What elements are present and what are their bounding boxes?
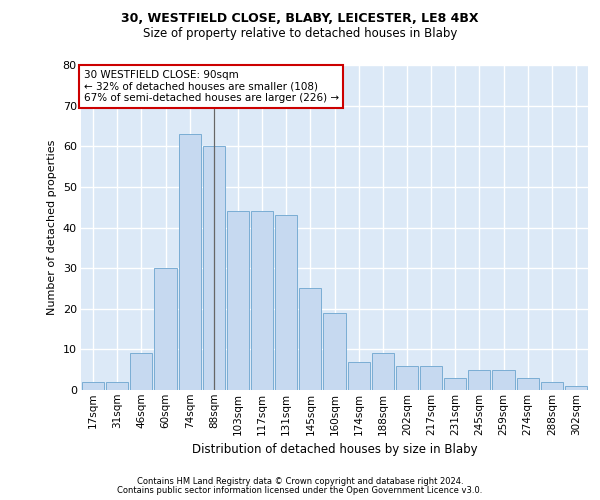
Bar — [517, 378, 539, 390]
Bar — [251, 211, 273, 390]
Bar — [323, 313, 346, 390]
Text: Contains public sector information licensed under the Open Government Licence v3: Contains public sector information licen… — [118, 486, 482, 495]
Bar — [371, 354, 394, 390]
Text: Size of property relative to detached houses in Blaby: Size of property relative to detached ho… — [143, 28, 457, 40]
Bar — [396, 366, 418, 390]
Bar — [227, 211, 249, 390]
Text: 30 WESTFIELD CLOSE: 90sqm
← 32% of detached houses are smaller (108)
67% of semi: 30 WESTFIELD CLOSE: 90sqm ← 32% of detac… — [83, 70, 338, 103]
Bar — [130, 354, 152, 390]
Bar — [299, 288, 322, 390]
Bar — [541, 382, 563, 390]
Bar — [82, 382, 104, 390]
Bar — [275, 216, 298, 390]
Bar — [493, 370, 515, 390]
Bar — [444, 378, 466, 390]
X-axis label: Distribution of detached houses by size in Blaby: Distribution of detached houses by size … — [191, 443, 478, 456]
Bar — [420, 366, 442, 390]
Bar — [565, 386, 587, 390]
Bar — [179, 134, 201, 390]
Text: Contains HM Land Registry data © Crown copyright and database right 2024.: Contains HM Land Registry data © Crown c… — [137, 477, 463, 486]
Bar — [468, 370, 490, 390]
Bar — [203, 146, 225, 390]
Y-axis label: Number of detached properties: Number of detached properties — [47, 140, 57, 315]
Text: 30, WESTFIELD CLOSE, BLABY, LEICESTER, LE8 4BX: 30, WESTFIELD CLOSE, BLABY, LEICESTER, L… — [121, 12, 479, 26]
Bar — [347, 362, 370, 390]
Bar — [154, 268, 176, 390]
Bar — [106, 382, 128, 390]
